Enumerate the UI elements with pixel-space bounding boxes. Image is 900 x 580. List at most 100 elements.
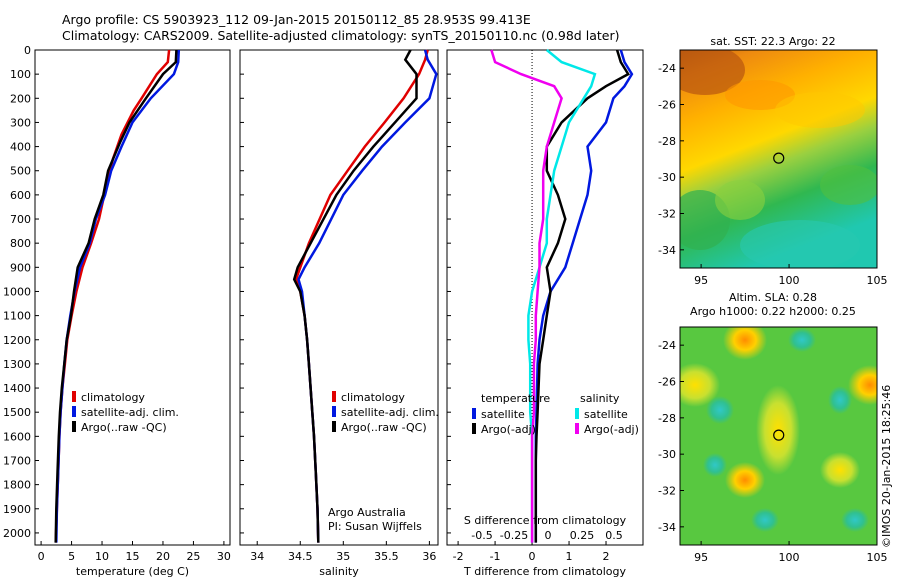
x-axis-label-top: S difference from climatology — [464, 514, 627, 527]
y-tick-label: 600 — [10, 189, 31, 202]
legend-entry: climatology — [341, 391, 405, 404]
map-y-tick-label: -34 — [658, 244, 676, 257]
y-tick-label: 400 — [10, 141, 31, 154]
y-tick-label: 200 — [10, 92, 31, 105]
x-tick-label: 36 — [422, 550, 436, 563]
map-x-tick-label: 100 — [779, 551, 800, 564]
map-title: Altim. SLA: 0.28 — [729, 291, 817, 304]
y-tick-label: 1200 — [3, 334, 31, 347]
legend-entry: satellite — [481, 408, 525, 421]
x-axis-label: salinity — [319, 565, 359, 578]
x-tick-label: 25 — [186, 550, 200, 563]
legend-swatch — [332, 391, 336, 402]
sst-map-frame — [679, 49, 878, 269]
x-tick-label: 1 — [566, 550, 573, 563]
plot-frame — [239, 49, 439, 546]
y-tick-label: 100 — [10, 68, 31, 81]
map-y-tick-label: -32 — [658, 485, 676, 498]
x-tick-label: 10 — [95, 550, 109, 563]
map-x-tick-label: 95 — [694, 274, 708, 287]
legend-entry: Argo(..raw -QC) — [81, 421, 167, 434]
legend-swatch — [332, 421, 336, 432]
legend-entry: climatology — [81, 391, 145, 404]
map-y-tick-label: -26 — [658, 99, 676, 112]
y-tick-label: 1700 — [3, 454, 31, 467]
x-tick-label: 34 — [250, 550, 264, 563]
legend-entry: Argo(..raw -QC) — [341, 421, 427, 434]
legend-entry: satellite-adj. clim. — [81, 406, 179, 419]
annotation: PI: Susan Wijffels — [328, 520, 422, 533]
x-tick-label: 34.5 — [288, 550, 313, 563]
sla-map — [680, 327, 877, 545]
x-axis-label: temperature (deg C) — [76, 565, 189, 578]
y-tick-label: 1600 — [3, 430, 31, 443]
x-tick-label: 30 — [217, 550, 231, 563]
y-tick-label: 1400 — [3, 382, 31, 395]
series-line-2 — [534, 49, 630, 543]
map-y-tick-label: -30 — [658, 171, 676, 184]
x-tick-label: 0 — [38, 550, 45, 563]
argo-location-marker — [773, 152, 785, 164]
legend-entry: Argo(-adj) — [481, 423, 536, 436]
legend-swatch — [575, 423, 579, 434]
map-y-tick-label: -26 — [658, 376, 676, 389]
y-tick-label: 500 — [10, 165, 31, 178]
map-axes-2: -24 -26 -28 -30 -32 -34 95 100 105 Altim. SLA: 0.… — [658, 291, 887, 564]
series-line-3 — [292, 49, 418, 543]
profile-panel-1: 0100200300400500600700800900100011001200… — [3, 44, 231, 578]
map-y-tick-label: -30 — [658, 448, 676, 461]
credit-stamp: ©IMOS 20-Jan-2015 18:25:46 — [880, 384, 893, 548]
series-line-2 — [55, 49, 181, 543]
series-line-3 — [54, 49, 178, 543]
legend-swatch — [472, 423, 476, 434]
legend-entry: Argo(-adj) — [584, 423, 639, 436]
x-tick-label-s: 0 — [545, 529, 552, 542]
map-y-tick-label: -28 — [658, 135, 676, 148]
x-tick-label-s: -0.5 — [471, 529, 492, 542]
x-tick-label: 35.5 — [374, 550, 399, 563]
figure-title-line1: Argo profile: CS 5903923_112 09-Jan-2015… — [62, 12, 531, 27]
map-y-tick-label: -34 — [658, 521, 676, 534]
map-y-tick-label: -24 — [658, 62, 676, 75]
sla-map-frame — [679, 326, 878, 546]
legend-swatch — [332, 406, 336, 417]
y-tick-label: 800 — [10, 237, 31, 250]
x-tick-label-s: 0.5 — [605, 529, 623, 542]
legend-header-salinity: salinity — [580, 392, 620, 405]
legend-header-temperature: temperature — [481, 392, 550, 405]
legend-entry: satellite-adj. clim. — [341, 406, 439, 419]
legend-swatch — [72, 391, 76, 402]
profile-panel-2: 34 34.5 35 35.5 36 salinity climatology satelli… — [239, 49, 439, 578]
y-tick-label: 0 — [24, 44, 31, 57]
map-axes-1: -24 -26 -28 -30 -32 -34 95 100 105 sat. SST: 22.3… — [658, 35, 887, 287]
annotation: Argo Australia — [328, 506, 406, 519]
y-tick-label: 1500 — [3, 406, 31, 419]
y-tick-label: 1800 — [3, 479, 31, 492]
legend-swatch — [472, 408, 476, 419]
legend-swatch — [72, 421, 76, 432]
y-tick-label: 1900 — [3, 503, 31, 516]
x-tick-label: 2 — [603, 550, 610, 563]
legend-entry: satellite — [584, 408, 628, 421]
y-tick-label: 1000 — [3, 285, 31, 298]
figure-title-line2: Climatology: CARS2009. Satellite-adjuste… — [62, 28, 620, 43]
map-x-tick-label: 100 — [779, 274, 800, 287]
x-tick-label: 0 — [529, 550, 536, 563]
legend-swatch — [575, 408, 579, 419]
profile-panel-3: -2 -1 0 1 2 T difference from climatology temp… — [446, 49, 644, 578]
x-tick-label: 5 — [68, 550, 75, 563]
y-tick-label: 1100 — [3, 310, 31, 323]
series-line-4 — [490, 49, 563, 543]
sst-map — [680, 50, 877, 268]
map-x-tick-label: 105 — [867, 551, 888, 564]
map-y-tick-label: -28 — [658, 412, 676, 425]
argo-location-marker — [773, 429, 785, 441]
x-tick-label-s: 0.25 — [570, 529, 595, 542]
y-tick-label: 700 — [10, 213, 31, 226]
map-x-tick-label: 105 — [867, 274, 888, 287]
x-axis-label: T difference from climatology — [463, 565, 626, 578]
map-subtitle: Argo h1000: 0.22 h2000: 0.25 — [690, 305, 856, 318]
x-tick-label-s: -0.25 — [500, 529, 528, 542]
map-title: sat. SST: 22.3 Argo: 22 — [710, 35, 835, 48]
